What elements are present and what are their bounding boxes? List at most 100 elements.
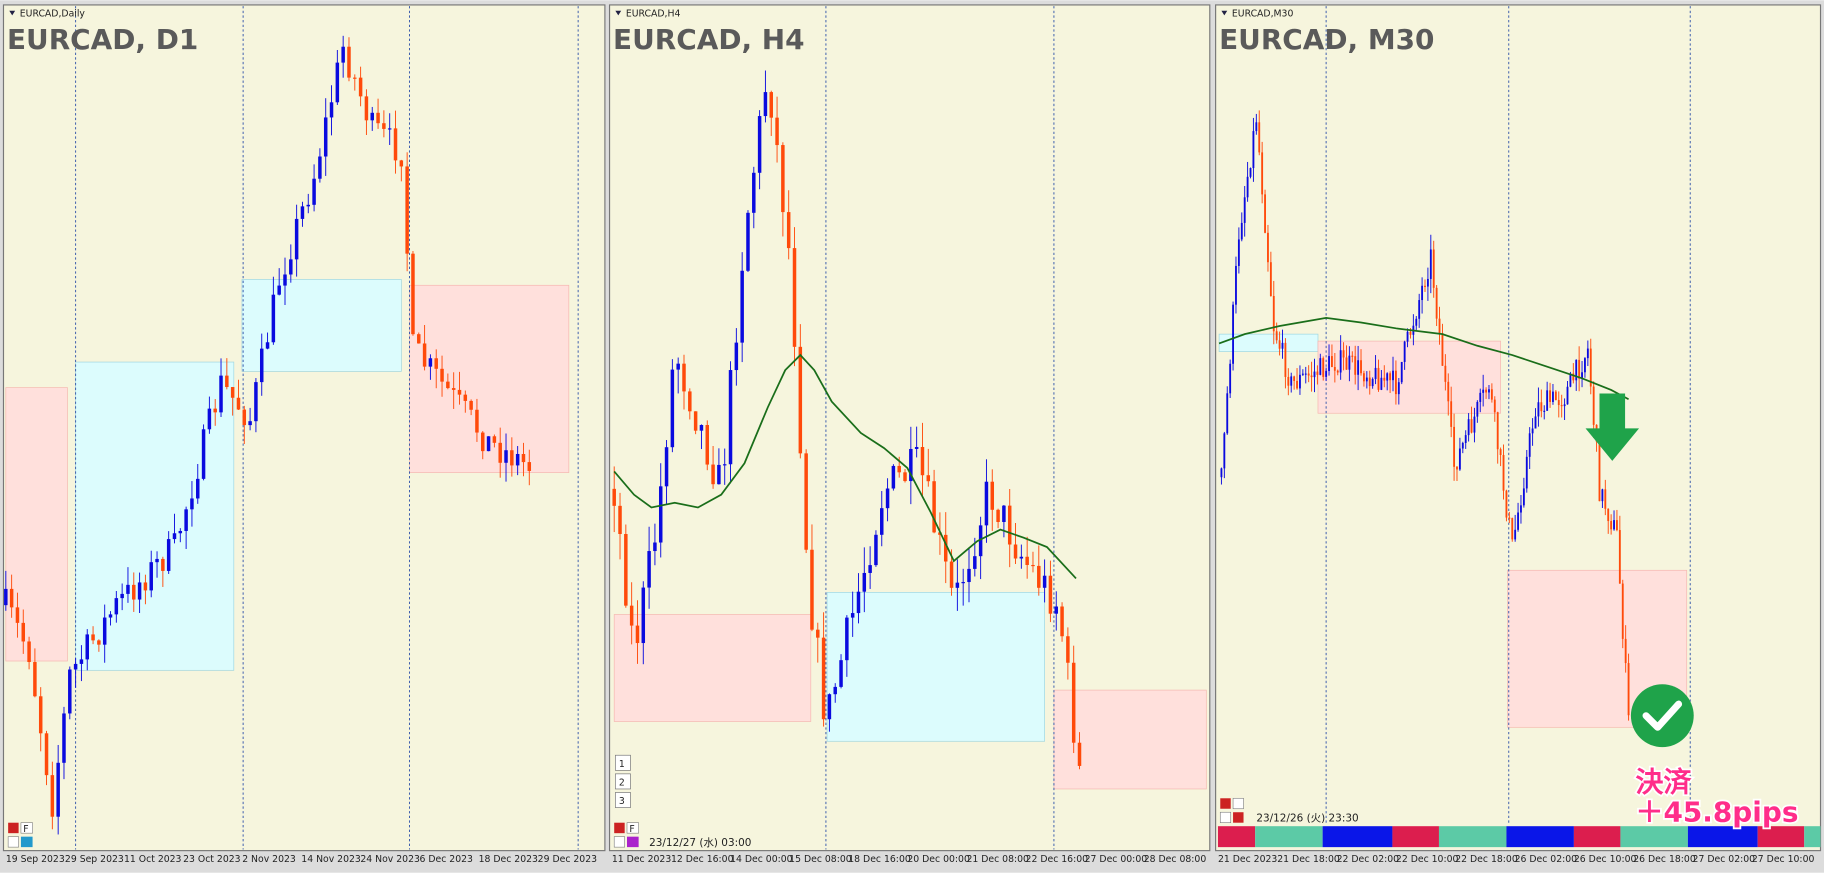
candle-body [1269,262,1272,297]
candle-body [1604,489,1607,509]
candle-body [15,607,20,623]
candle-body [382,123,386,129]
candle-body [1537,402,1540,417]
candle-body [932,481,936,533]
candle-body [370,112,374,121]
button-label[interactable]: F [23,824,28,835]
candle-body [300,206,305,219]
candle-body [1543,410,1546,412]
candle-body [271,294,276,343]
candle-body [79,659,84,664]
candle-body [1389,373,1392,381]
candle-body [1490,389,1493,400]
button[interactable] [20,836,33,848]
button[interactable] [1219,811,1232,823]
candle-body [492,436,497,443]
candle-body [1255,122,1258,132]
candle-body [405,166,409,254]
candle-body [91,634,95,641]
button-label[interactable]: F [629,824,634,835]
button[interactable] [615,792,631,808]
candle-body [1502,454,1505,491]
candle-body [880,508,884,535]
button[interactable] [627,836,639,848]
candle-body [1345,357,1348,370]
candle-body [810,549,814,630]
candle-body [137,582,142,600]
chart-label: EURCAD,H4 [626,9,681,20]
button[interactable] [626,822,639,834]
candle-body [248,421,252,426]
candle-body [1470,419,1473,433]
button[interactable] [7,836,19,848]
button-label[interactable]: 2 [619,777,625,788]
candle-body [1406,331,1409,342]
candle-body [1438,318,1441,334]
candle-body [891,465,896,489]
candle-body [722,464,727,466]
button[interactable] [613,836,625,848]
candle-body [1299,374,1301,389]
candle-body [688,391,692,412]
candle-body [347,46,351,78]
candle-body [1077,742,1082,766]
candle-body [358,77,363,97]
candle-body [1307,373,1310,376]
candle-body [1426,278,1429,287]
button-label[interactable]: 1 [619,759,625,770]
candle-body [641,587,646,644]
button[interactable] [614,822,625,834]
candle-body [1552,391,1554,402]
candle-body [1421,285,1424,301]
zone [613,614,812,722]
candle-body [635,625,640,644]
date-label: 26 Dec 02:00 [1515,854,1578,865]
date-label: 27 Dec 02:00 [1693,854,1756,865]
candle-body [1569,373,1572,387]
button[interactable] [615,754,631,771]
candle-body [265,342,270,349]
candle-body [329,102,334,118]
chart-label: EURCAD,M30 [1232,9,1294,20]
button[interactable] [615,773,631,790]
button[interactable] [1233,812,1244,823]
candle-body [909,448,913,482]
candle-body [1432,249,1435,288]
candle-body [693,411,698,431]
candle-body [856,591,861,614]
session [1255,826,1323,848]
candle-body [1493,399,1496,413]
button[interactable] [1220,798,1231,809]
button[interactable] [8,822,19,834]
candle-body [1522,488,1525,506]
candle-body [1505,490,1508,518]
candle-body [874,534,878,566]
candle-body [1575,359,1578,381]
candle-body [294,218,299,260]
zone [75,361,235,671]
candle-body [1607,508,1610,522]
candle-body [1461,442,1464,449]
button-label[interactable]: 3 [619,796,625,807]
candle-body [1566,386,1569,405]
candle-body [434,358,438,369]
candle-body [746,212,750,271]
candle-body [1601,489,1604,502]
candle-body [504,450,508,463]
candle-body [1386,373,1389,381]
button[interactable] [20,822,33,834]
candle-body [1540,402,1543,412]
candle-body [1589,348,1592,387]
button[interactable] [1232,797,1244,810]
candle-body [1586,348,1589,359]
candle-body [1025,556,1029,565]
candle-body [1042,575,1047,588]
candle-body [1380,377,1383,390]
candle-body [1563,404,1566,407]
candle-body [1476,401,1479,417]
candle-body [1249,168,1252,177]
candle-body [132,584,136,600]
candle-body [149,562,153,591]
candle-body [1357,360,1360,375]
date-label: 20 Dec 00:00 [907,854,970,865]
